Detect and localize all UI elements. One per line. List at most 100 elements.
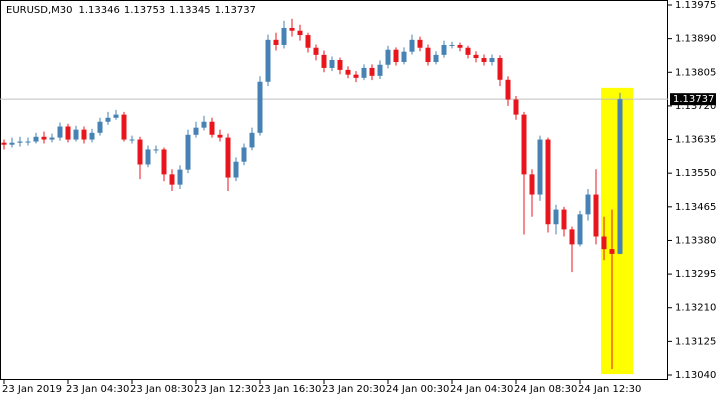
candle-body [273, 39, 279, 45]
candle-body [401, 51, 407, 62]
candle-body [305, 35, 311, 48]
candle-body [321, 54, 327, 68]
price-label-box [670, 93, 716, 106]
candle-body [433, 54, 439, 62]
candle-body [17, 141, 23, 143]
y-tick-label: 1.13890 [675, 34, 716, 45]
candle-body [89, 132, 95, 140]
highlight [601, 87, 633, 375]
candle-body [281, 27, 287, 45]
candle-body [449, 44, 455, 46]
candle-body [9, 142, 15, 145]
candle-body [289, 27, 295, 31]
y-tick-label: 1.13295 [675, 269, 716, 280]
candle-body [105, 117, 111, 122]
x-tick-label: 23 Jan 04:30 [66, 384, 129, 395]
candle-body [113, 114, 119, 118]
candle-body [297, 30, 303, 36]
candle-body [385, 49, 391, 65]
header-low: 1.13345 [169, 5, 210, 16]
candle-body [521, 114, 527, 175]
candle-body [609, 249, 615, 254]
candle-body [257, 81, 263, 133]
candle-body [513, 99, 519, 115]
x-tick-label: 23 Jan 20:30 [322, 384, 385, 395]
candle-body [457, 44, 463, 48]
candle-body [537, 139, 543, 195]
candle-body [465, 47, 471, 55]
candle-body [353, 74, 359, 78]
y-tick-label: 1.13380 [675, 235, 716, 246]
y-tick-label: 1.13805 [675, 67, 716, 78]
candle-body [81, 129, 87, 140]
x-tick-label: 24 Jan 04:30 [450, 384, 513, 395]
header-close: 1.13737 [215, 5, 256, 16]
y-tick-label: 1.13975 [675, 0, 716, 11]
y-tick-label: 1.13040 [675, 370, 716, 381]
candle-body [361, 67, 367, 78]
candle-body [129, 139, 135, 141]
candle-body [201, 121, 207, 128]
candle-body [177, 169, 183, 185]
candle-body [249, 132, 255, 148]
candle-body [337, 60, 343, 70]
candle-body [601, 236, 607, 250]
candle-body [241, 147, 247, 162]
candle-body [233, 161, 239, 178]
candle-body [265, 39, 271, 82]
candle-body [49, 137, 55, 140]
candle-body [25, 141, 31, 143]
candle-body [33, 136, 39, 142]
chart-header: EURUSD,M30 1.13346 1.13753 1.13345 1.13737 [6, 5, 256, 16]
candle-body [345, 69, 351, 75]
candle-body [313, 47, 319, 55]
y-tick-label: 1.13550 [675, 168, 716, 179]
candle-body [65, 126, 71, 140]
x-tick-label: 23 Jan 16:30 [258, 384, 321, 395]
x-tick-label: 24 Jan 12:30 [578, 384, 641, 395]
candle-body [161, 149, 167, 175]
candle-body [441, 44, 447, 55]
candle-body [329, 60, 335, 68]
candle-body [137, 139, 143, 165]
candle-body [425, 47, 431, 62]
candle-body [73, 129, 79, 140]
candle-body [41, 136, 47, 140]
candle-body [481, 58, 487, 62]
candle-body [209, 121, 215, 135]
chart-title: EURUSD,M30 [6, 5, 72, 16]
candle-body [553, 209, 559, 225]
plot-frame [0, 0, 668, 380]
candle-body [489, 58, 495, 62]
candle-body [545, 139, 551, 225]
candle-body [97, 121, 103, 133]
candle-body [169, 174, 175, 185]
x-tick-label: 24 Jan 00:30 [386, 384, 449, 395]
candle-body [577, 214, 583, 245]
highlight-layer [601, 87, 633, 375]
candle-body [561, 209, 567, 230]
x-tick-label: 23 Jan 08:30 [130, 384, 193, 395]
candle-body [369, 67, 375, 76]
candle-body [569, 229, 575, 245]
y-tick-label: 1.13125 [675, 336, 716, 347]
x-tick-label: 24 Jan 08:30 [514, 384, 577, 395]
x-tick-label: 23 Jan 12:30 [194, 384, 257, 395]
candle-body [585, 194, 591, 215]
candle-body [593, 194, 599, 237]
candle-body [193, 127, 199, 135]
candle-body [377, 64, 383, 76]
y-tick-label: 1.13210 [675, 303, 716, 314]
candle-body [409, 39, 415, 52]
candle-body [57, 126, 63, 138]
candle-body [145, 149, 151, 165]
candle-body [473, 54, 479, 59]
y-tick-label: 1.13720 [675, 101, 716, 112]
x-tick-label: 23 Jan 2019 [2, 384, 62, 395]
y-tick-label: 1.13465 [675, 202, 716, 213]
candle-body [617, 99, 623, 254]
candle-body [529, 174, 535, 195]
candle-body [505, 79, 511, 100]
